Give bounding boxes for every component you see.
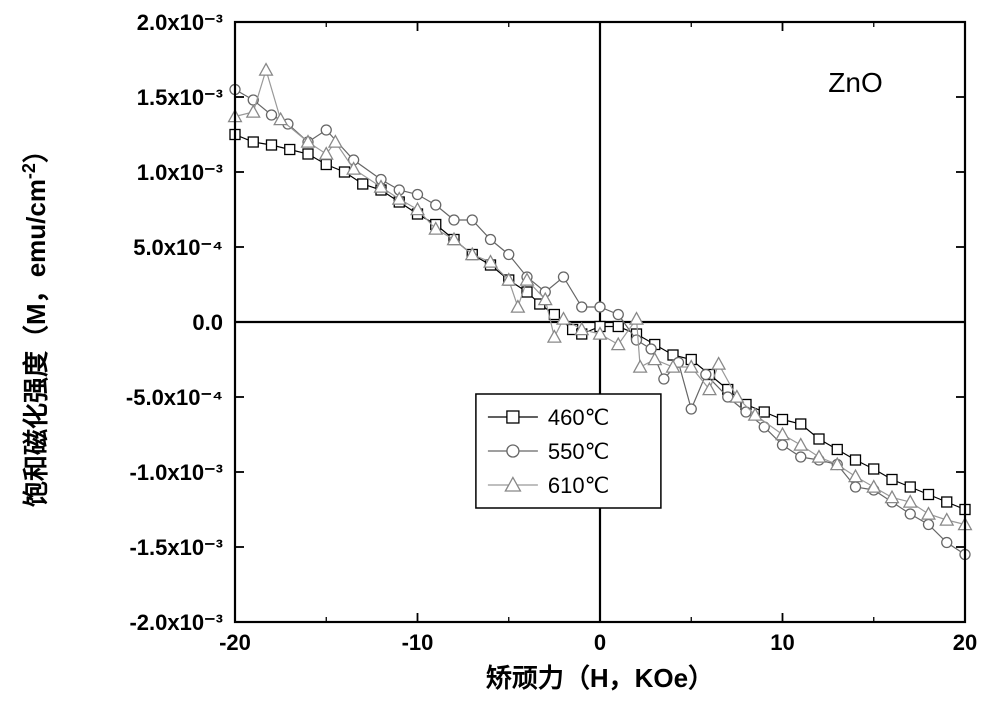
y-tick-label: -2.0x10⁻³ [129, 610, 223, 635]
y-tick-label: -1.5x10⁻³ [129, 535, 223, 560]
x-tick-label: 0 [594, 630, 606, 655]
y-tick-label: -5.0x10⁻⁴ [126, 385, 223, 410]
x-tick-label: 10 [770, 630, 794, 655]
legend-item-label: 460℃ [548, 405, 609, 430]
legend-item-label: 610℃ [548, 473, 609, 498]
y-tick-label: 0.0 [192, 310, 223, 335]
y-tick-label: 2.0x10⁻³ [137, 10, 223, 35]
x-tick-label: 20 [953, 630, 977, 655]
annotation-zno: ZnO [828, 67, 882, 98]
y-axis-title: 饱和磁化强度（M，emu/cm-2） [19, 137, 51, 507]
y-tick-label: -1.0x10⁻³ [129, 460, 223, 485]
y-tick-label: 1.5x10⁻³ [137, 85, 223, 110]
magnetization-chart: -20 -10 0 10 20 -2.0x10⁻³ -1.5x10⁻³ -1.0x10⁻³ -5… [0, 0, 1000, 716]
y-tick-label: 1.0x10⁻³ [137, 160, 223, 185]
x-axis-title: 矫顽力（H，KOe） [486, 663, 714, 693]
x-tick-label: -20 [219, 630, 251, 655]
x-tick-label: -10 [402, 630, 434, 655]
y-tick-label: 5.0x10⁻⁴ [133, 235, 223, 260]
legend-item-label: 550℃ [548, 439, 609, 464]
